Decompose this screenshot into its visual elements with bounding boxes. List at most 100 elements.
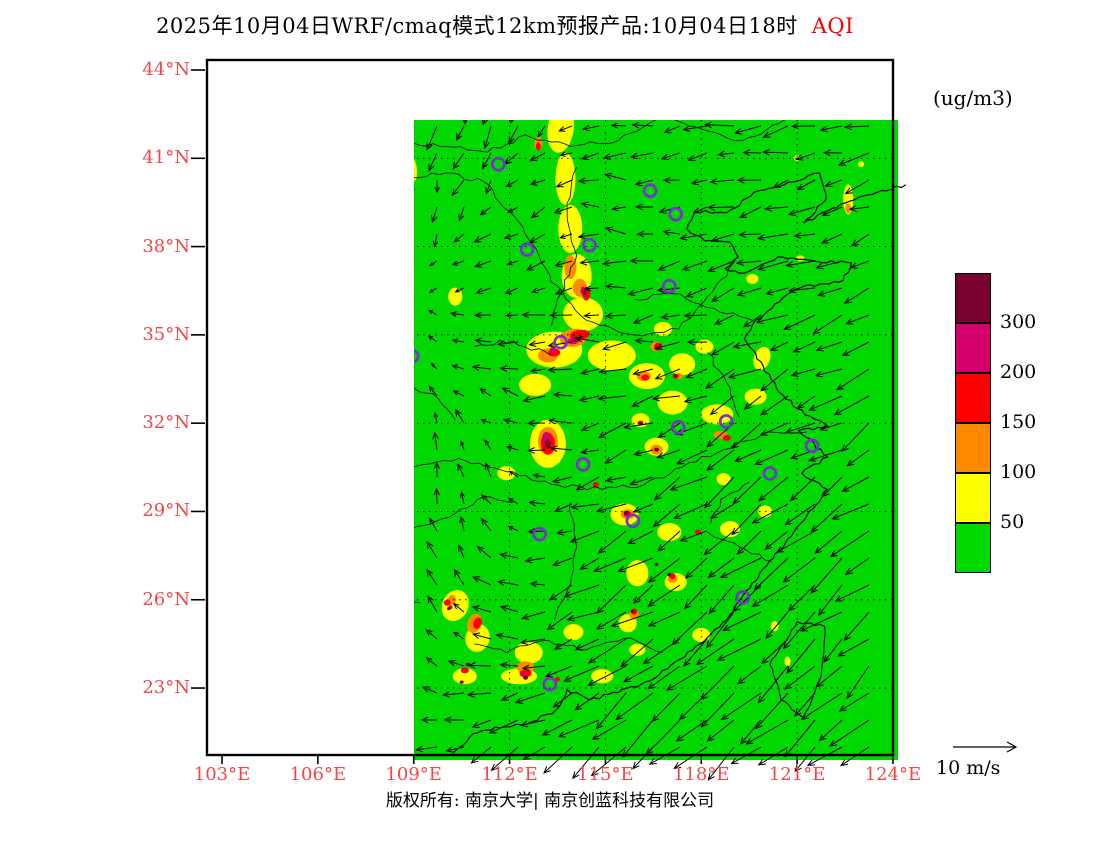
aqi-plume-50 (701, 404, 734, 425)
wind-arrow (604, 476, 627, 483)
aqi-plume-50 (313, 145, 323, 153)
wind-arrow (647, 665, 681, 690)
aqi-plume-50 (631, 413, 650, 428)
wind-arrow (762, 99, 788, 106)
wind-arrow (275, 153, 293, 171)
wind-arrow (850, 233, 870, 247)
wind-arrow (452, 390, 465, 397)
wind-arrow (793, 692, 816, 717)
wind-arrow (732, 476, 762, 505)
aqi-plume-100 (845, 203, 852, 214)
wind-arrow (302, 512, 309, 531)
wind-arrow (552, 692, 573, 708)
aqi-plume-300 (544, 438, 551, 449)
river-line (414, 431, 807, 491)
wind-arrow (429, 517, 438, 532)
wind-arrow (608, 96, 626, 102)
wind-arrow (757, 260, 789, 271)
wind-arrow (521, 664, 546, 671)
wind-arrow (221, 484, 229, 504)
wind-arrow (604, 283, 627, 290)
wind-arrow (275, 504, 281, 531)
wind-arrow (672, 503, 708, 519)
wind-arrow (451, 338, 465, 344)
wind-arrow (660, 152, 681, 160)
wind-arrow (454, 287, 465, 293)
wind-arrow (796, 96, 815, 102)
wind-arrow (530, 287, 546, 294)
wind-arrow (707, 746, 735, 781)
wind-arrow (739, 719, 762, 745)
wind-arrow (527, 99, 545, 111)
wind-arrow (574, 692, 600, 711)
wind-arrow (736, 287, 762, 297)
wind-arrow (432, 431, 439, 451)
wind-arrow (246, 647, 252, 666)
province-border (414, 387, 456, 421)
wind-arrow (409, 261, 411, 267)
wind-arrow (790, 368, 816, 377)
wind-arrow (434, 179, 440, 194)
wind-arrow (708, 584, 735, 615)
wind-arrow (356, 72, 364, 95)
wind-arrow (764, 530, 789, 551)
wind-arrow (578, 395, 600, 403)
wind-arrow (407, 288, 410, 293)
wind-arrow (273, 535, 279, 558)
wind-arrow (834, 584, 870, 602)
city-marker (718, 414, 734, 429)
wind-arrow (426, 125, 438, 151)
wind-arrow (275, 288, 283, 298)
wind-arrow (248, 99, 262, 113)
aqi-plume-300 (399, 652, 402, 656)
lon-axis-label: 118°E (673, 764, 730, 785)
wind-arrow (501, 387, 519, 397)
wind-arrow (579, 258, 600, 266)
wind-arrow (620, 638, 654, 668)
wind-arrow (356, 540, 362, 558)
wind-arrow (657, 422, 681, 438)
wind-arrow (221, 72, 233, 89)
wind-arrow (604, 449, 627, 464)
wind-arrow (405, 679, 410, 693)
wind-arrow (426, 540, 438, 559)
province-border (474, 637, 663, 654)
wind-arrow (275, 207, 294, 232)
aqi-plume-50 (746, 273, 759, 284)
aqi-plume-200 (760, 62, 764, 66)
wind-arrow (302, 451, 309, 477)
wind-arrow (383, 99, 389, 121)
wind-arrow (406, 153, 412, 172)
aqi-plume-50 (657, 390, 688, 415)
lon-axis-label: 124°E (864, 764, 922, 785)
wind-arrow (514, 692, 546, 704)
aqi-plume-50 (308, 339, 322, 349)
wind-arrow (695, 638, 735, 666)
wind-arrow (595, 503, 627, 513)
wind-arrow (627, 287, 654, 296)
wind-arrow (790, 122, 816, 130)
wind-arrow (787, 584, 816, 612)
aqi-plume-50 (626, 560, 649, 587)
wind-arrow (356, 488, 362, 504)
wind-arrow (743, 395, 762, 410)
city-marker (727, 88, 739, 100)
wind-arrow (707, 260, 735, 272)
wind-arrow (221, 676, 227, 693)
wind-arrow (329, 562, 340, 585)
wind-arrow (837, 638, 870, 657)
aqi-plume-100 (276, 504, 289, 519)
wind-arrow (551, 476, 573, 484)
wind-arrow (704, 121, 735, 129)
wind-arrow (656, 286, 681, 293)
wind-arrow (505, 179, 519, 188)
wind-arrow (785, 260, 816, 268)
wind-arrow (709, 178, 735, 185)
wind-arrow (657, 530, 681, 552)
wind-arrow (466, 691, 492, 698)
aqi-plume-150 (728, 99, 735, 105)
wind-arrow (521, 611, 546, 620)
wind-arrow (275, 126, 283, 147)
wind-arrow (659, 72, 680, 78)
wind-arrow (383, 309, 388, 315)
